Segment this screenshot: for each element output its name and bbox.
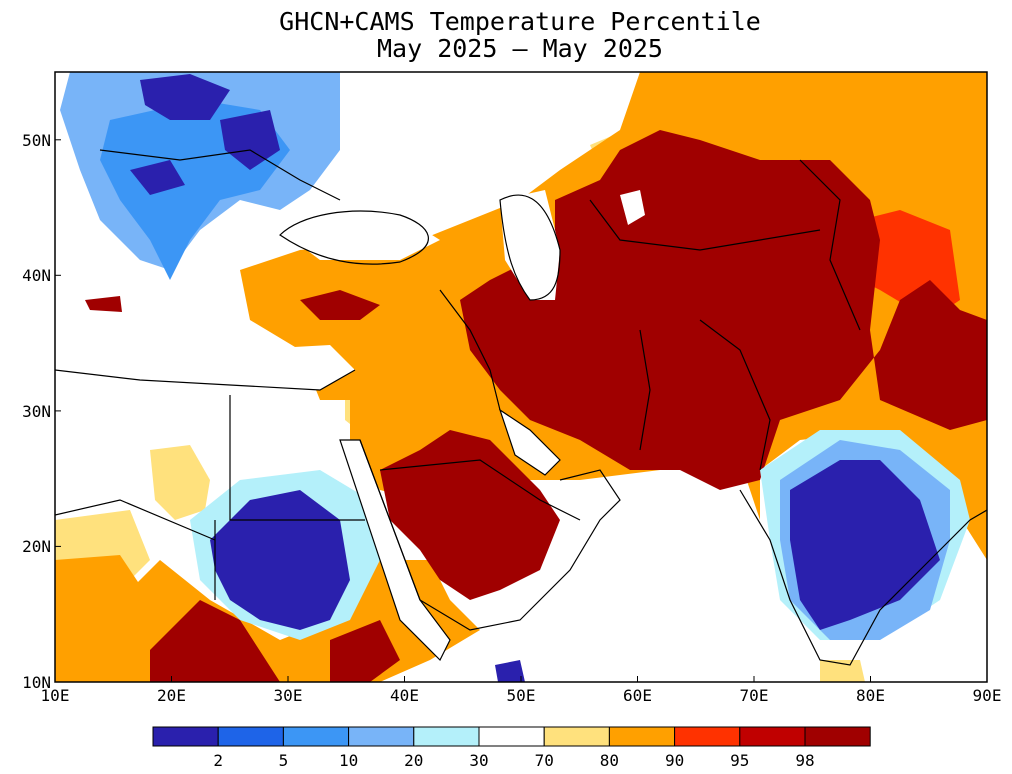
region-hungary-darkblue xyxy=(130,160,185,195)
legend-swatch-4 xyxy=(413,726,480,747)
region-belarus-darkblue xyxy=(220,110,280,170)
border-sahara-diagonal xyxy=(55,499,216,541)
coastline-africa xyxy=(55,369,356,391)
border-iran-afghanistan xyxy=(639,329,651,451)
color-legend: 2 5 10 20 30 70 80 90 95 98 xyxy=(152,726,871,770)
region-sahel-orange xyxy=(55,555,150,620)
region-yemen-darkblue xyxy=(495,660,525,682)
border-kazakhstan-south xyxy=(589,199,821,251)
y-tick-label-30N: 30N xyxy=(22,402,51,421)
coastline-caspian-sea xyxy=(499,194,561,301)
region-libya-yellow xyxy=(150,445,210,520)
percentile-above-98-regions xyxy=(85,130,987,682)
map-subtitle: May 2025 – May 2025 xyxy=(377,34,663,63)
legend-labels: 2 5 10 20 30 70 80 90 95 98 xyxy=(213,751,814,770)
legend-swatch-10 xyxy=(804,726,871,747)
legend-label-70: 70 xyxy=(535,751,554,770)
region-central-asia-darkred xyxy=(460,130,987,490)
coastline-india xyxy=(739,489,987,666)
legend-label-30: 30 xyxy=(469,751,488,770)
y-tick-label-50N: 50N xyxy=(22,131,51,150)
border-europe-interior xyxy=(99,149,341,201)
legend-label-20: 20 xyxy=(404,751,423,770)
x-tick-label-80E: 80E xyxy=(856,686,885,705)
legend-label-10: 10 xyxy=(339,751,358,770)
border-iran-iraq xyxy=(439,289,501,411)
x-tick-label-70E: 70E xyxy=(740,686,769,705)
region-turkey-darkred xyxy=(300,290,380,320)
region-arabia-darkred xyxy=(380,430,560,600)
legend-swatch-6 xyxy=(543,726,610,747)
coastline-persian-gulf xyxy=(498,408,561,476)
legend-label-2: 2 xyxy=(213,751,223,770)
legend-label-90: 90 xyxy=(665,751,684,770)
region-black-sea xyxy=(280,210,440,260)
legend-label-98: 98 xyxy=(795,751,814,770)
region-arabian-sea xyxy=(560,490,780,682)
coastline-black-sea xyxy=(279,210,429,265)
legend-label-95: 95 xyxy=(730,751,749,770)
legend-label-5: 5 xyxy=(279,751,289,770)
region-poland-darkblue xyxy=(140,74,230,120)
legend-swatch-8 xyxy=(674,726,741,747)
legend-swatch-1 xyxy=(217,726,284,747)
y-axis-ticks xyxy=(55,139,61,683)
legend-swatch-9 xyxy=(739,726,806,747)
y-tick-label-20N: 20N xyxy=(22,537,51,556)
x-tick-label-40E: 40E xyxy=(390,686,419,705)
legend-swatch-3 xyxy=(348,726,415,747)
region-india-south-yellow xyxy=(820,660,865,682)
x-tick-label-90E: 90E xyxy=(973,686,1002,705)
region-aral-sea xyxy=(620,190,645,225)
legend-swatch-5 xyxy=(478,726,545,747)
x-tick-label-30E: 30E xyxy=(274,686,303,705)
legend-swatch-0 xyxy=(152,726,219,747)
region-mediterranean xyxy=(55,310,355,390)
x-axis-ticks xyxy=(54,676,988,682)
y-axis-labels: 10N 20N 30N 40N 50N xyxy=(22,131,51,692)
map-plot-area xyxy=(55,72,987,682)
region-sicily-darkred xyxy=(85,296,122,312)
region-sudan-chad-darkblue xyxy=(210,490,350,630)
border-afghanistan-pakistan xyxy=(699,319,771,471)
country-borders xyxy=(55,149,987,666)
x-tick-label-60E: 60E xyxy=(623,686,652,705)
x-tick-label-10E: 10E xyxy=(41,686,70,705)
border-arabia-interior xyxy=(379,459,581,521)
region-persian-gulf xyxy=(500,410,560,475)
region-red-sea xyxy=(340,440,450,660)
border-china-west xyxy=(799,159,861,331)
region-sudan-darkred xyxy=(150,600,280,682)
percentile-30-70-patches xyxy=(55,190,780,682)
legend-label-80: 80 xyxy=(600,751,619,770)
border-libya-egypt xyxy=(229,395,365,521)
coastline-arabia xyxy=(359,439,621,631)
region-ethiopia-darkred xyxy=(330,620,400,682)
legend-swatches xyxy=(152,726,871,747)
x-axis-labels: 10E 20E 30E 40E 50E 60E 70E 80E 90E xyxy=(41,686,1002,705)
x-tick-label-20E: 20E xyxy=(157,686,186,705)
percentile-below-2-regions xyxy=(130,74,940,682)
y-tick-label-10N: 10N xyxy=(22,673,51,692)
map-title: GHCN+CAMS Temperature Percentile xyxy=(279,7,761,36)
y-tick-label-40N: 40N xyxy=(22,266,51,285)
legend-swatch-2 xyxy=(282,726,350,747)
x-tick-label-50E: 50E xyxy=(507,686,536,705)
legend-swatch-7 xyxy=(608,726,676,747)
